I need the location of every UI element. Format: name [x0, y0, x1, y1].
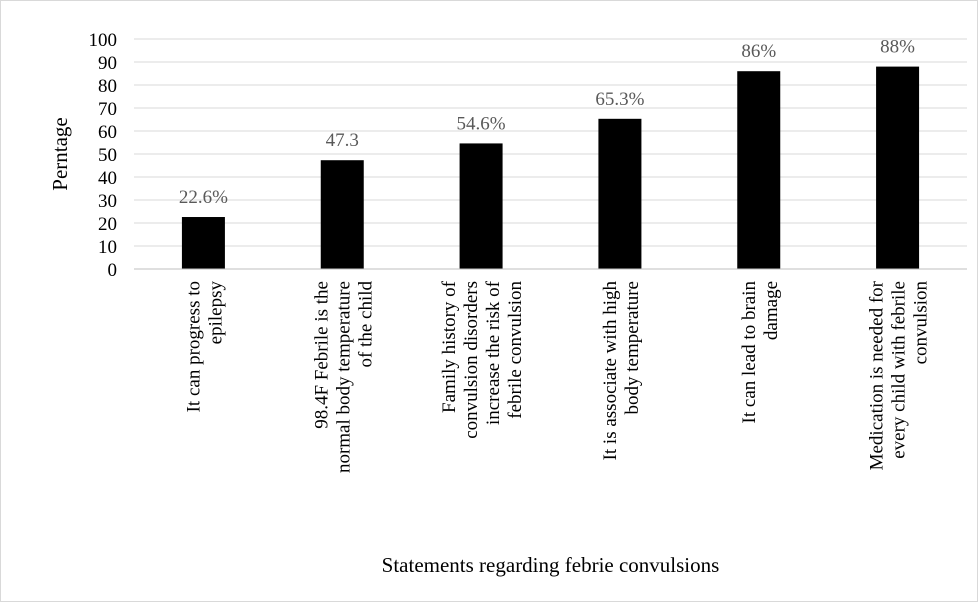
- y-tick-label: 60: [98, 122, 117, 143]
- category-label-line: febrile convulsion: [505, 281, 526, 419]
- category-label-line: normal body temperature: [333, 281, 354, 473]
- bar: [598, 118, 642, 269]
- category-label-line: epilepsy: [205, 281, 226, 345]
- data-label: 65.3%: [595, 89, 644, 110]
- y-tick-label: 100: [89, 30, 118, 51]
- y-tick-label: 70: [98, 99, 117, 120]
- category-label-line: It is associate with high: [600, 281, 621, 461]
- y-tick-label: 90: [98, 53, 117, 74]
- y-tick-label: 20: [98, 214, 117, 235]
- category-label-line: increase the risk of: [483, 280, 504, 425]
- category-label-line: It can progress to: [183, 281, 204, 412]
- data-label: 22.6%: [179, 187, 228, 208]
- y-tick-label: 40: [98, 168, 117, 189]
- category-label-line: 98.4F Febrile is the: [311, 281, 332, 429]
- category-label-line: Family history of: [439, 280, 460, 413]
- y-tick-label: 10: [98, 237, 117, 258]
- category-label: It is associate with high body temperatur…: [600, 281, 643, 461]
- bar: [459, 143, 503, 269]
- y-axis-title: Perntage: [48, 117, 72, 190]
- category-label-line: body temperature: [622, 281, 643, 414]
- data-label: 54.6%: [457, 113, 506, 134]
- data-label: 88%: [880, 37, 915, 58]
- y-tick-label: 80: [98, 76, 117, 97]
- data-label: 47.3: [326, 130, 359, 151]
- y-tick-label: 0: [108, 260, 118, 281]
- data-label: 86%: [741, 41, 776, 62]
- bar: [181, 217, 225, 269]
- gridlines: [134, 38, 967, 247]
- bar: [737, 71, 781, 269]
- category-label-line: every child with febrile: [889, 281, 910, 459]
- category-label: Medication is needed for every child with…: [867, 280, 932, 470]
- category-label: It can lead to brain damage: [739, 281, 782, 424]
- category-label: 98.4F Febrile is the normal body temperat…: [311, 281, 376, 474]
- category-label-line: convulsion disorders: [461, 281, 482, 439]
- category-label: Family history of convulsion disorders inc…: [439, 280, 526, 438]
- y-tick-label: 50: [98, 145, 117, 166]
- bar: [876, 66, 920, 269]
- bars: [181, 66, 920, 269]
- category-label-line: of the child: [355, 281, 376, 368]
- category-label: It can progress to epilepsy: [183, 281, 226, 413]
- bar: [320, 160, 364, 269]
- category-label-line: damage: [761, 281, 782, 340]
- y-tick-label: 30: [98, 191, 117, 212]
- category-label-line: It can lead to brain: [739, 281, 760, 424]
- category-label-line: Medication is needed for: [867, 280, 888, 470]
- category-label-line: convulsion: [911, 281, 932, 365]
- x-axis-title: Statements regarding febrie convulsions: [382, 553, 720, 577]
